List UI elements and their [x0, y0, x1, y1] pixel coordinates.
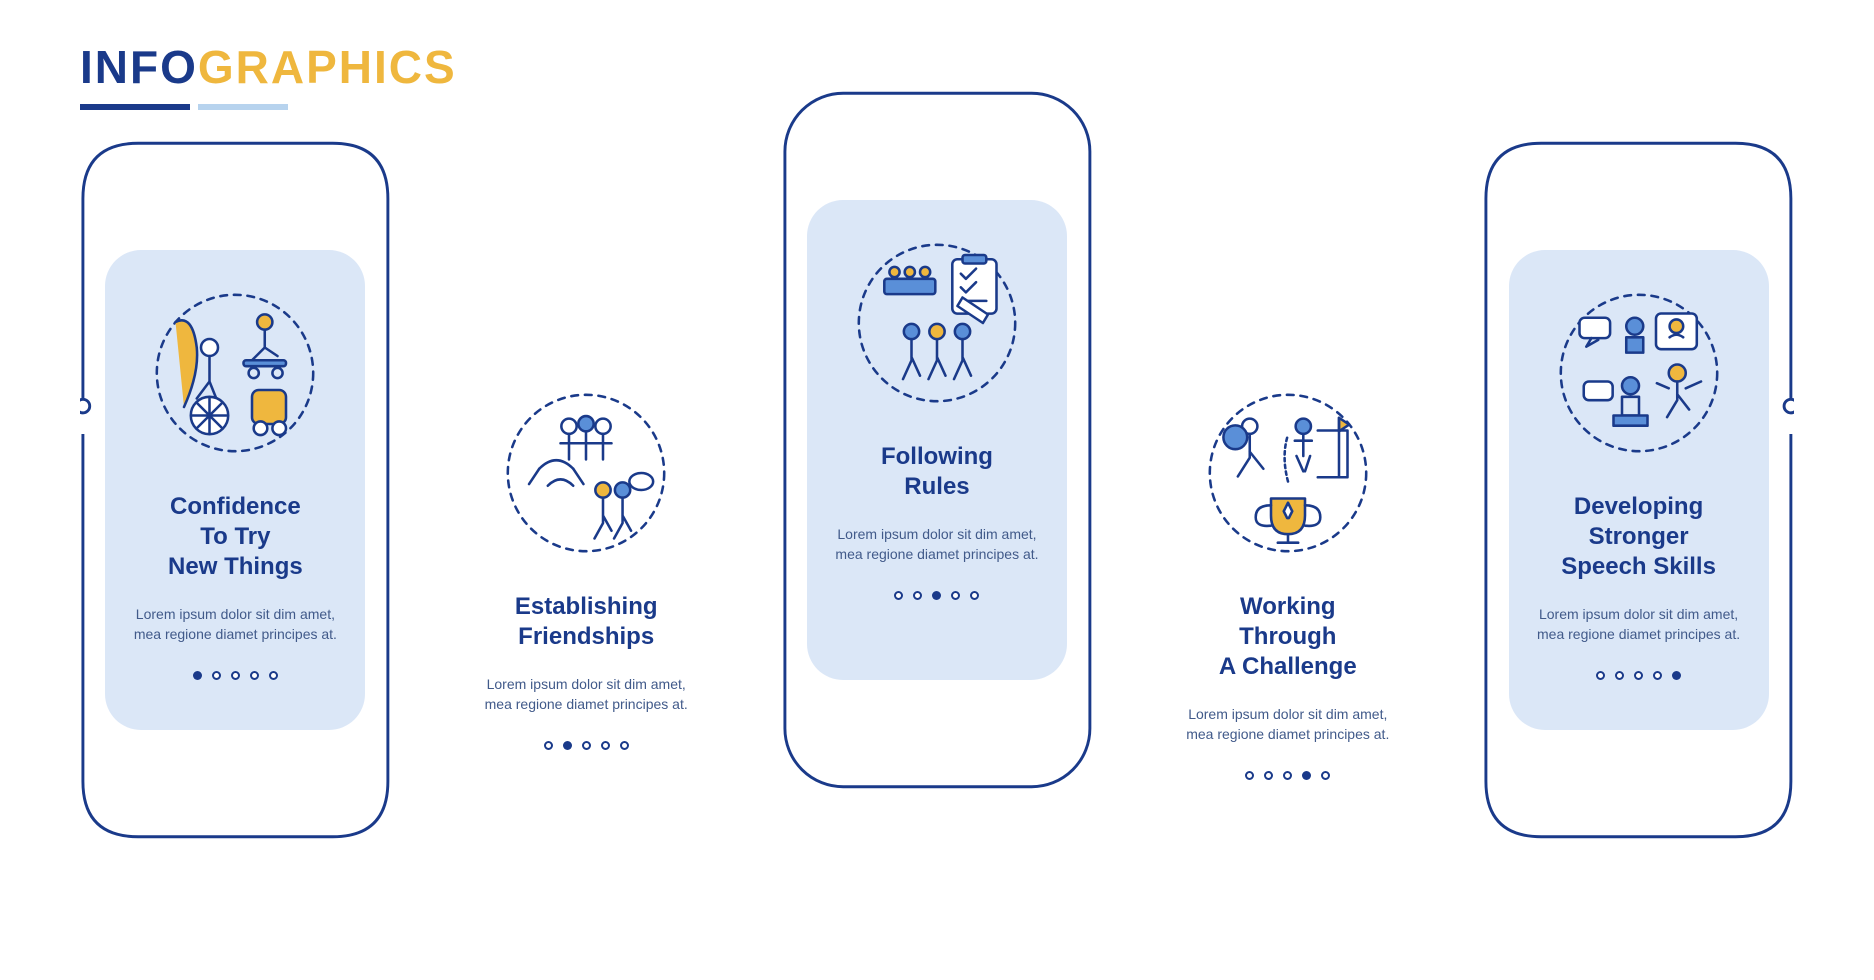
cards-row: Confidence To Try New Things Lorem ipsum …	[80, 120, 1794, 940]
card-2: Following Rules Lorem ipsum dolor sit dim…	[782, 80, 1093, 800]
challenge-icon	[1193, 378, 1383, 568]
speech-icon	[1544, 278, 1734, 468]
card-inner: Following Rules Lorem ipsum dolor sit dim…	[807, 200, 1067, 680]
underline-light	[198, 104, 288, 110]
dot	[1283, 771, 1292, 780]
header: INFO GRAPHICS	[80, 40, 457, 110]
card-body: Lorem ipsum dolor sit dim amet, mea regi…	[476, 674, 696, 715]
card-inner: Confidence To Try New Things Lorem ipsum …	[105, 250, 365, 730]
card-title: Working Through A Challenge	[1219, 592, 1357, 682]
card-dots	[894, 591, 979, 600]
card-0: Confidence To Try New Things Lorem ipsum …	[80, 130, 391, 850]
card-title: Confidence To Try New Things	[168, 492, 303, 582]
dot	[620, 741, 629, 750]
dot	[1264, 771, 1273, 780]
card-inner: Developing Stronger Speech Skills Lorem i…	[1509, 250, 1769, 730]
dot	[563, 741, 572, 750]
card-dots	[544, 741, 629, 750]
dot	[951, 591, 960, 600]
underline-primary	[80, 104, 190, 110]
card-dots	[193, 671, 278, 680]
rules-icon	[842, 228, 1032, 418]
title-underline	[80, 104, 457, 110]
title-graphics: GRAPHICS	[198, 40, 457, 94]
dot	[601, 741, 610, 750]
dot	[193, 671, 202, 680]
card-body: Lorem ipsum dolor sit dim amet, mea regi…	[1529, 604, 1749, 645]
dot	[1321, 771, 1330, 780]
card-title: Establishing Friendships	[515, 592, 658, 652]
card-4: Developing Stronger Speech Skills Lorem i…	[1483, 130, 1794, 850]
card-inner: Working Through A Challenge Lorem ipsum d…	[1158, 350, 1418, 830]
dot	[231, 671, 240, 680]
dot	[212, 671, 221, 680]
dot	[1245, 771, 1254, 780]
dot	[544, 741, 553, 750]
dot	[1653, 671, 1662, 680]
title-info: INFO	[80, 40, 198, 94]
card-inner: Establishing Friendships Lorem ipsum dolo…	[456, 350, 716, 830]
dot	[582, 741, 591, 750]
card-dots	[1596, 671, 1681, 680]
title-row: INFO GRAPHICS	[80, 40, 457, 94]
card-body: Lorem ipsum dolor sit dim amet, mea regi…	[1178, 704, 1398, 745]
card-1: Establishing Friendships Lorem ipsum dolo…	[431, 230, 742, 950]
card-body: Lorem ipsum dolor sit dim amet, mea regi…	[827, 524, 1047, 565]
dot	[1615, 671, 1624, 680]
friendship-icon	[491, 378, 681, 568]
dot	[970, 591, 979, 600]
dot	[269, 671, 278, 680]
card-dots	[1245, 771, 1330, 780]
dot	[1302, 771, 1311, 780]
dot	[1672, 671, 1681, 680]
dot	[250, 671, 259, 680]
card-title: Developing Stronger Speech Skills	[1561, 492, 1716, 582]
confidence-icon	[140, 278, 330, 468]
dot	[894, 591, 903, 600]
card-title: Following Rules	[881, 442, 993, 502]
card-body: Lorem ipsum dolor sit dim amet, mea regi…	[125, 604, 345, 645]
dot	[1596, 671, 1605, 680]
dot	[913, 591, 922, 600]
dot	[1634, 671, 1643, 680]
dot	[932, 591, 941, 600]
card-3: Working Through A Challenge Lorem ipsum d…	[1132, 230, 1443, 950]
